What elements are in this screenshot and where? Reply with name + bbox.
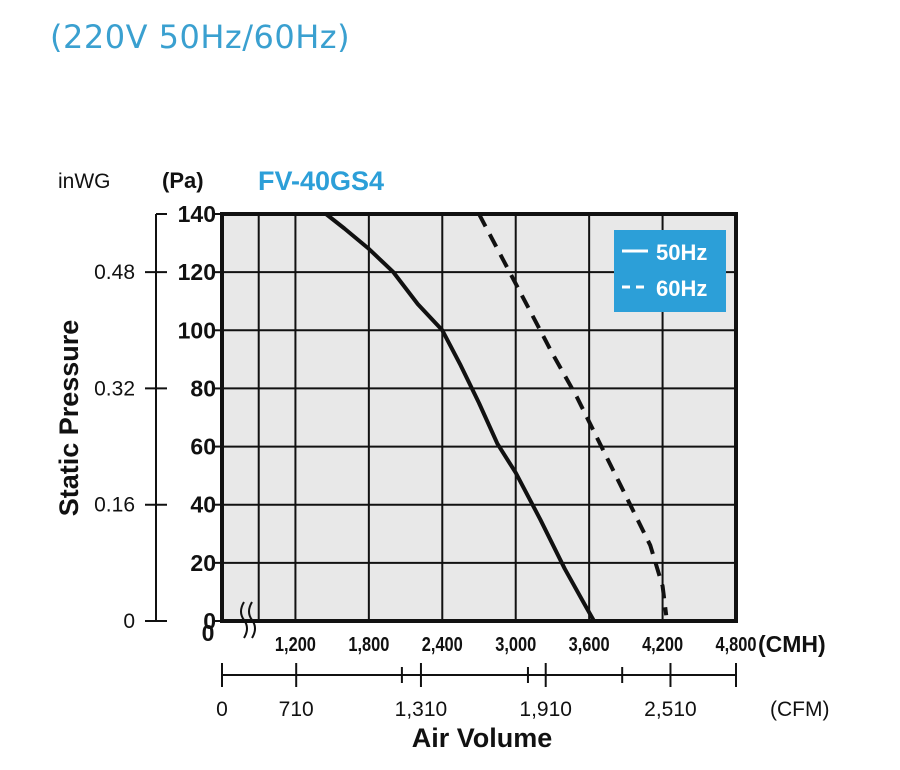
cmh-tick-label: 1,200 xyxy=(275,632,316,655)
inwg-tick-label: 0 xyxy=(123,610,135,633)
plot-frame xyxy=(220,212,738,623)
legend: 50Hz 60Hz xyxy=(614,230,726,312)
series-layer xyxy=(324,212,669,622)
pa-tick-label: 140 xyxy=(178,201,216,227)
pa-tick-label: 120 xyxy=(178,259,216,285)
cmh-tick-label: 3,000 xyxy=(495,632,536,655)
inwg-tick-label: 0.48 xyxy=(94,261,135,284)
cfm-tick-label: 710 xyxy=(279,698,314,721)
y-axis-label: Static Pressure xyxy=(54,320,84,517)
pa-tick-label: 80 xyxy=(190,375,216,401)
cmh-tick-label: 4,800 xyxy=(716,632,757,655)
cfm-axis: 0 710 1,310 1,910 2,510 xyxy=(216,663,737,721)
chart-title: FV-40GS4 xyxy=(258,166,384,196)
pa-tick-label: 40 xyxy=(190,492,216,518)
cfm-tick-label: 2,510 xyxy=(644,698,697,721)
pa-tick-label: 20 xyxy=(190,550,216,576)
y-unit-primary-label: (Pa) xyxy=(162,168,204,193)
legend-50hz-label: 50Hz xyxy=(656,240,707,265)
cmh-tick-label: 4,200 xyxy=(642,632,683,655)
x-axis-label: Air Volume xyxy=(412,723,553,753)
cfm-tick-label: 0 xyxy=(216,698,228,721)
series-line-60hz xyxy=(477,213,669,616)
y-unit-secondary-label: inWG xyxy=(58,170,111,193)
pa-tick-label: 100 xyxy=(178,317,216,343)
pa-tick-label: 0 xyxy=(203,608,216,634)
cfm-tick-label: 1,310 xyxy=(395,698,448,721)
x-unit-primary-label: (CMH) xyxy=(758,631,826,657)
inwg-axis: 0 0.16 0.32 0.48 xyxy=(94,213,167,633)
series-line-50hz xyxy=(324,212,596,622)
page-title: (220V 50Hz/60Hz) xyxy=(50,18,351,56)
cmh-tick-label: 3,600 xyxy=(569,632,610,655)
inwg-tick-label: 0.16 xyxy=(94,494,135,517)
cmh-axis: 1,200 1,800 2,400 3,000 3,600 4,200 4,800 0 xyxy=(202,620,757,655)
cmh-tick-label: 2,400 xyxy=(422,632,463,655)
inwg-tick-label: 0.32 xyxy=(94,377,135,400)
pa-tick-label: 60 xyxy=(190,434,216,460)
x-unit-secondary-label: (CFM) xyxy=(770,698,829,721)
cfm-tick-label: 1,910 xyxy=(519,698,572,721)
cmh-zero-label: 0 xyxy=(202,620,215,646)
axis-break-icon xyxy=(240,601,256,639)
pa-axis: 0 20 40 60 80 100 120 140 xyxy=(178,201,222,634)
legend-box xyxy=(614,230,726,312)
legend-60hz-label: 60Hz xyxy=(656,276,707,301)
cmh-tick-label: 1,800 xyxy=(348,632,389,655)
